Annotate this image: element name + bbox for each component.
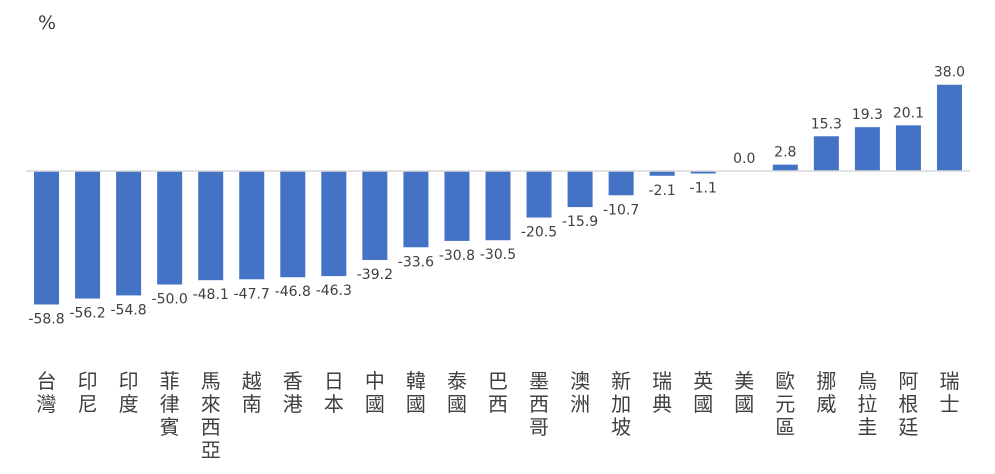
bar-5 [239,171,265,280]
value-label-9: -33.6 [398,254,434,270]
bars-group [34,84,962,305]
category-label-3: 菲律賓 [160,369,180,439]
category-label-18: 歐元區 [775,369,795,439]
bar-15 [649,171,675,176]
category-label-5: 越南 [242,369,262,416]
bar-13 [567,171,593,208]
category-label-0: 台灣 [37,369,57,416]
bar-8 [362,171,388,260]
bar-7 [321,171,347,277]
category-label-12: 墨西哥 [529,369,549,439]
value-label-14: -10.7 [603,202,639,218]
value-label-3: -50.0 [152,292,188,308]
value-label-7: -46.3 [316,283,352,299]
value-label-6: -46.8 [275,284,311,300]
category-label-20: 烏拉圭 [857,369,877,439]
value-label-5: -47.7 [234,286,270,302]
bar-16 [690,171,716,174]
category-label-14: 新加坡 [611,369,631,439]
value-label-11: -30.5 [480,247,516,263]
category-label-15: 瑞典 [652,369,672,416]
bar-21 [895,125,921,171]
value-label-20: 19.3 [852,107,883,123]
value-label-21: 20.1 [893,105,924,121]
bar-4 [198,171,224,281]
bar-22 [936,84,962,171]
value-label-17: 0.0 [733,151,755,167]
bar-10 [444,171,470,241]
bar-12 [526,171,552,218]
value-label-13: -15.9 [562,214,598,230]
value-label-12: -20.5 [521,225,557,241]
value-labels-group: -58.8 -56.2 -54.8 -50.0 -48.1 -47.7 -46.8 -46.3… [28,65,965,328]
bar-19 [813,136,839,171]
value-label-18: 2.8 [774,145,796,161]
category-label-19: 挪威 [816,369,836,416]
value-label-4: -48.1 [193,287,229,303]
value-label-15: -2.1 [649,183,676,199]
category-label-7: 日本 [324,369,344,416]
bar-2 [116,171,142,296]
bar-9 [403,171,429,248]
bar-20 [854,127,880,171]
value-label-8: -39.2 [357,267,393,283]
value-label-1: -56.2 [69,306,105,322]
category-label-10: 泰國 [447,369,467,416]
category-label-17: 美國 [734,369,754,416]
value-label-10: -30.8 [439,248,475,264]
category-label-6: 香港 [283,369,303,416]
category-label-1: 印尼 [78,369,98,416]
category-label-9: 韓國 [406,369,426,416]
category-label-4: 馬來西亞 [201,369,221,462]
value-label-19: 15.3 [811,116,842,132]
bar-1 [75,171,101,299]
bar-3 [157,171,183,285]
category-label-2: 印度 [119,369,139,416]
value-label-2: -54.8 [110,302,146,318]
bar-18 [772,164,798,171]
category-label-8: 中國 [365,369,385,416]
value-label-22: 38.0 [934,65,965,81]
category-label-13: 澳洲 [570,369,590,416]
y-unit-label: % [38,12,57,34]
category-label-22: 瑞士 [939,369,959,416]
category-label-16: 英國 [693,369,713,416]
bar-0 [34,171,60,305]
value-label-16: -1.1 [690,181,717,197]
bar-6 [280,171,306,278]
bar-11 [485,171,511,241]
category-label-21: 阿根廷 [898,369,918,439]
category-label-11: 巴西 [488,369,508,416]
value-label-0: -58.8 [28,311,64,327]
bar-14 [608,171,634,196]
